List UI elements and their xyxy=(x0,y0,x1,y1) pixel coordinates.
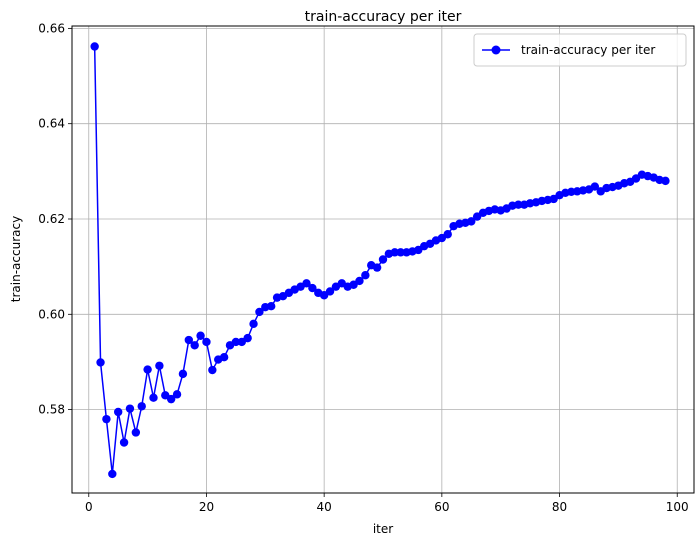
y-tick-label: 0.66 xyxy=(38,21,65,35)
data-point xyxy=(308,283,317,293)
y-axis-label: train-accuracy xyxy=(9,216,23,302)
y-tick-label: 0.60 xyxy=(38,307,65,321)
data-point xyxy=(255,307,264,317)
data-point xyxy=(166,394,176,404)
data-point xyxy=(467,217,476,226)
data-point xyxy=(443,230,452,239)
data-point xyxy=(190,341,199,350)
data-point xyxy=(149,393,158,402)
data-point xyxy=(102,414,111,424)
data-point xyxy=(514,200,523,209)
x-tick-label: 20 xyxy=(199,500,214,514)
data-point xyxy=(131,428,141,437)
data-point xyxy=(178,369,188,379)
data-point xyxy=(378,255,388,264)
data-point xyxy=(90,42,99,51)
legend-box xyxy=(473,33,687,67)
data-point xyxy=(125,404,135,413)
y-tick-label: 0.58 xyxy=(38,403,65,417)
data-point xyxy=(137,402,146,411)
data-point xyxy=(249,319,258,329)
data-point xyxy=(119,438,129,447)
x-tick-label: 40 xyxy=(317,500,332,514)
chart-title: train-accuracy per iter xyxy=(305,9,462,25)
data-point xyxy=(266,302,276,311)
data-point xyxy=(372,263,382,272)
x-axis-label: iter xyxy=(373,522,393,536)
data-point xyxy=(96,358,105,367)
data-point xyxy=(390,248,399,257)
series-layer xyxy=(90,42,670,479)
grid xyxy=(72,26,694,493)
data-point xyxy=(231,337,241,347)
data-point xyxy=(661,176,670,186)
data-point xyxy=(155,361,164,370)
data-point xyxy=(355,276,364,286)
data-point xyxy=(184,335,194,345)
data-point xyxy=(361,271,370,280)
data-point xyxy=(219,352,229,362)
axis-ticks: 0 20 40 60 80 100 0.58 0.60 0.62 0.64 0.66 xyxy=(38,21,688,514)
data-point xyxy=(113,407,123,417)
legend-label: train-accuracy per iter xyxy=(521,43,655,57)
x-tick-label: 60 xyxy=(434,500,449,514)
data-point xyxy=(590,182,600,191)
data-point xyxy=(172,390,182,399)
y-tick-label: 0.62 xyxy=(38,212,65,226)
data-point xyxy=(202,337,211,347)
x-tick-label: 80 xyxy=(552,500,567,514)
y-tick-label: 0.64 xyxy=(38,117,65,131)
x-tick-label: 100 xyxy=(666,500,689,514)
data-point xyxy=(196,331,205,340)
data-point xyxy=(396,248,405,257)
legend-marker-sample xyxy=(491,45,501,55)
data-point xyxy=(325,287,335,296)
data-point xyxy=(243,333,252,343)
data-point xyxy=(143,365,152,374)
x-tick-label: 0 xyxy=(85,500,93,514)
data-point xyxy=(108,469,117,479)
data-point xyxy=(208,365,217,375)
plot-area-frame xyxy=(71,25,695,494)
legend: train-accuracy per iter xyxy=(473,33,687,67)
data-point xyxy=(302,279,311,288)
